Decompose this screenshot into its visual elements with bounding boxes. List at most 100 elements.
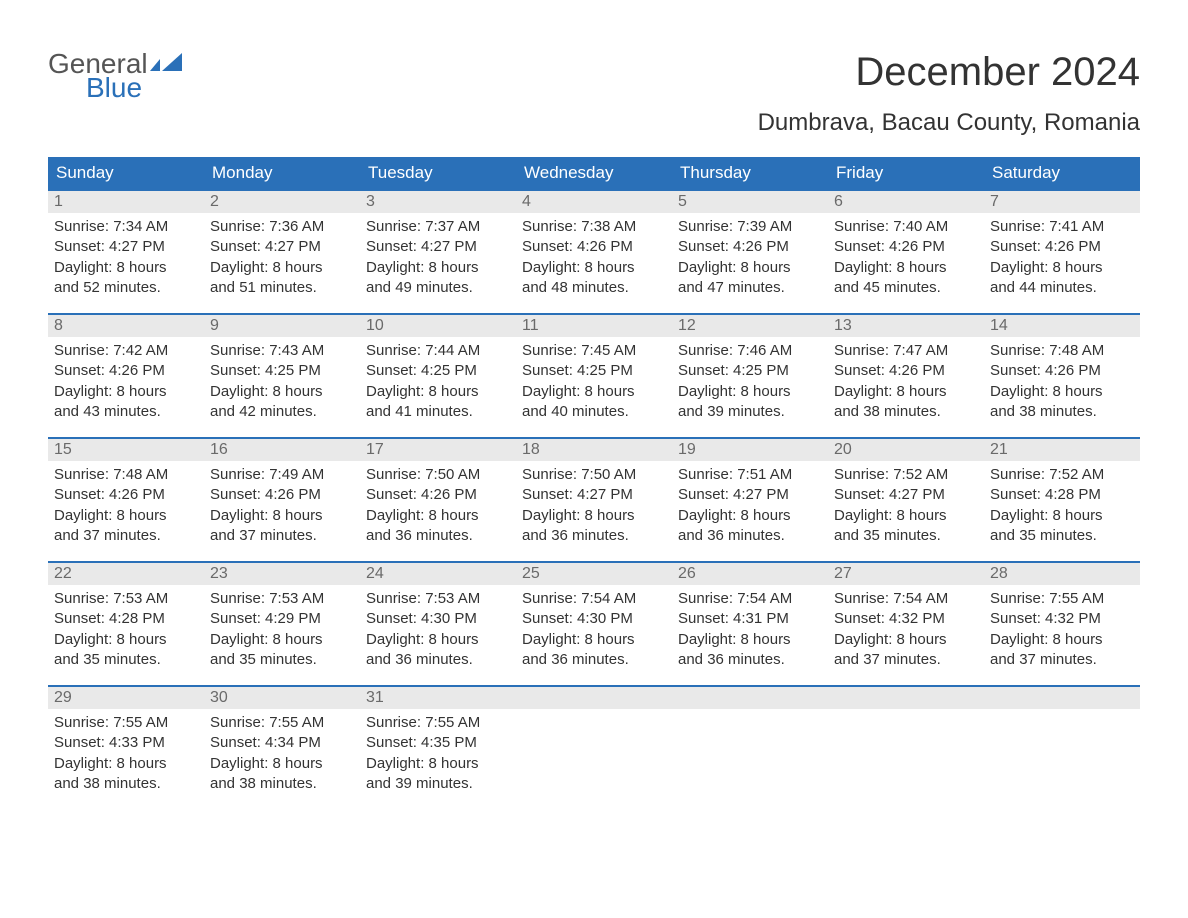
- day-body: [828, 709, 984, 789]
- day-number: 18: [516, 439, 672, 461]
- day-header: Saturday: [984, 157, 1140, 189]
- day-daylight2: and 43 minutes.: [54, 402, 198, 422]
- day-daylight1: Daylight: 8 hours: [678, 382, 822, 402]
- day-cell: 30Sunrise: 7:55 AMSunset: 4:34 PMDayligh…: [204, 687, 360, 809]
- day-number: 9: [204, 315, 360, 337]
- day-cell: 3Sunrise: 7:37 AMSunset: 4:27 PMDaylight…: [360, 191, 516, 313]
- day-cell: 16Sunrise: 7:49 AMSunset: 4:26 PMDayligh…: [204, 439, 360, 561]
- day-body: Sunrise: 7:55 AMSunset: 4:33 PMDaylight:…: [48, 709, 204, 806]
- week-row: 8Sunrise: 7:42 AMSunset: 4:26 PMDaylight…: [48, 313, 1140, 437]
- day-number: 16: [204, 439, 360, 461]
- day-daylight2: and 38 minutes.: [990, 402, 1134, 422]
- day-body: Sunrise: 7:54 AMSunset: 4:30 PMDaylight:…: [516, 585, 672, 682]
- day-cell: [984, 687, 1140, 809]
- day-number: 17: [360, 439, 516, 461]
- day-cell: 5Sunrise: 7:39 AMSunset: 4:26 PMDaylight…: [672, 191, 828, 313]
- day-daylight2: and 36 minutes.: [678, 650, 822, 670]
- day-daylight2: and 37 minutes.: [834, 650, 978, 670]
- day-number: 6: [828, 191, 984, 213]
- day-number: 7: [984, 191, 1140, 213]
- day-body: Sunrise: 7:49 AMSunset: 4:26 PMDaylight:…: [204, 461, 360, 558]
- day-daylight1: Daylight: 8 hours: [366, 258, 510, 278]
- day-sunrise: Sunrise: 7:53 AM: [210, 589, 354, 609]
- day-daylight1: Daylight: 8 hours: [678, 630, 822, 650]
- day-sunset: Sunset: 4:32 PM: [834, 609, 978, 629]
- day-sunrise: Sunrise: 7:45 AM: [522, 341, 666, 361]
- day-body: Sunrise: 7:43 AMSunset: 4:25 PMDaylight:…: [204, 337, 360, 434]
- day-header: Sunday: [48, 157, 204, 189]
- day-number: 26: [672, 563, 828, 585]
- day-daylight1: Daylight: 8 hours: [990, 630, 1134, 650]
- day-daylight1: Daylight: 8 hours: [834, 630, 978, 650]
- day-body: Sunrise: 7:44 AMSunset: 4:25 PMDaylight:…: [360, 337, 516, 434]
- day-daylight2: and 38 minutes.: [54, 774, 198, 794]
- day-sunset: Sunset: 4:29 PM: [210, 609, 354, 629]
- week-row: 15Sunrise: 7:48 AMSunset: 4:26 PMDayligh…: [48, 437, 1140, 561]
- day-sunset: Sunset: 4:27 PM: [678, 485, 822, 505]
- day-sunset: Sunset: 4:26 PM: [210, 485, 354, 505]
- day-number: 30: [204, 687, 360, 709]
- location-title: Dumbrava, Bacau County, Romania: [758, 109, 1140, 137]
- day-daylight2: and 36 minutes.: [522, 526, 666, 546]
- day-sunrise: Sunrise: 7:37 AM: [366, 217, 510, 237]
- day-sunset: Sunset: 4:26 PM: [834, 361, 978, 381]
- day-sunrise: Sunrise: 7:55 AM: [990, 589, 1134, 609]
- day-header: Tuesday: [360, 157, 516, 189]
- week-row: 22Sunrise: 7:53 AMSunset: 4:28 PMDayligh…: [48, 561, 1140, 685]
- title-block: December 2024 Dumbrava, Bacau County, Ro…: [758, 50, 1140, 149]
- day-body: Sunrise: 7:45 AMSunset: 4:25 PMDaylight:…: [516, 337, 672, 434]
- day-daylight2: and 42 minutes.: [210, 402, 354, 422]
- day-number: 29: [48, 687, 204, 709]
- day-body: Sunrise: 7:54 AMSunset: 4:32 PMDaylight:…: [828, 585, 984, 682]
- day-daylight2: and 44 minutes.: [990, 278, 1134, 298]
- day-body: Sunrise: 7:40 AMSunset: 4:26 PMDaylight:…: [828, 213, 984, 310]
- day-body: Sunrise: 7:50 AMSunset: 4:26 PMDaylight:…: [360, 461, 516, 558]
- day-body: Sunrise: 7:42 AMSunset: 4:26 PMDaylight:…: [48, 337, 204, 434]
- day-header: Monday: [204, 157, 360, 189]
- day-body: Sunrise: 7:54 AMSunset: 4:31 PMDaylight:…: [672, 585, 828, 682]
- day-daylight2: and 35 minutes.: [834, 526, 978, 546]
- day-number: 14: [984, 315, 1140, 337]
- day-sunset: Sunset: 4:27 PM: [210, 237, 354, 257]
- day-sunset: Sunset: 4:26 PM: [54, 485, 198, 505]
- day-daylight1: Daylight: 8 hours: [210, 258, 354, 278]
- day-number: 23: [204, 563, 360, 585]
- day-sunset: Sunset: 4:25 PM: [210, 361, 354, 381]
- day-body: Sunrise: 7:52 AMSunset: 4:27 PMDaylight:…: [828, 461, 984, 558]
- day-body: Sunrise: 7:55 AMSunset: 4:34 PMDaylight:…: [204, 709, 360, 806]
- day-sunset: Sunset: 4:26 PM: [678, 237, 822, 257]
- day-sunset: Sunset: 4:26 PM: [366, 485, 510, 505]
- day-sunset: Sunset: 4:27 PM: [522, 485, 666, 505]
- day-daylight1: Daylight: 8 hours: [210, 630, 354, 650]
- day-sunset: Sunset: 4:26 PM: [990, 237, 1134, 257]
- week-row: 29Sunrise: 7:55 AMSunset: 4:33 PMDayligh…: [48, 685, 1140, 809]
- day-daylight2: and 37 minutes.: [54, 526, 198, 546]
- day-sunrise: Sunrise: 7:54 AM: [834, 589, 978, 609]
- day-sunrise: Sunrise: 7:55 AM: [54, 713, 198, 733]
- day-daylight1: Daylight: 8 hours: [522, 258, 666, 278]
- day-body: Sunrise: 7:53 AMSunset: 4:28 PMDaylight:…: [48, 585, 204, 682]
- day-number: 4: [516, 191, 672, 213]
- day-sunset: Sunset: 4:28 PM: [990, 485, 1134, 505]
- day-number: 31: [360, 687, 516, 709]
- day-cell: 10Sunrise: 7:44 AMSunset: 4:25 PMDayligh…: [360, 315, 516, 437]
- day-daylight2: and 36 minutes.: [366, 526, 510, 546]
- day-number: [828, 687, 984, 709]
- day-sunrise: Sunrise: 7:38 AM: [522, 217, 666, 237]
- day-cell: 23 Sunrise: 7:53 AMSunset: 4:29 PMDayligh…: [204, 563, 360, 685]
- day-cell: 1Sunrise: 7:34 AMSunset: 4:27 PMDaylight…: [48, 191, 204, 313]
- day-daylight1: Daylight: 8 hours: [834, 258, 978, 278]
- day-daylight1: Daylight: 8 hours: [366, 630, 510, 650]
- day-sunset: Sunset: 4:34 PM: [210, 733, 354, 753]
- day-cell: 6Sunrise: 7:40 AMSunset: 4:26 PMDaylight…: [828, 191, 984, 313]
- day-daylight2: and 37 minutes.: [990, 650, 1134, 670]
- month-title: December 2024: [758, 50, 1140, 95]
- day-number: 25: [516, 563, 672, 585]
- day-daylight2: and 35 minutes.: [54, 650, 198, 670]
- day-daylight2: and 35 minutes.: [990, 526, 1134, 546]
- day-cell: [516, 687, 672, 809]
- day-body: Sunrise: 7:55 AMSunset: 4:35 PMDaylight:…: [360, 709, 516, 806]
- day-cell: 24Sunrise: 7:53 AMSunset: 4:30 PMDayligh…: [360, 563, 516, 685]
- day-cell: 22Sunrise: 7:53 AMSunset: 4:28 PMDayligh…: [48, 563, 204, 685]
- day-daylight1: Daylight: 8 hours: [366, 754, 510, 774]
